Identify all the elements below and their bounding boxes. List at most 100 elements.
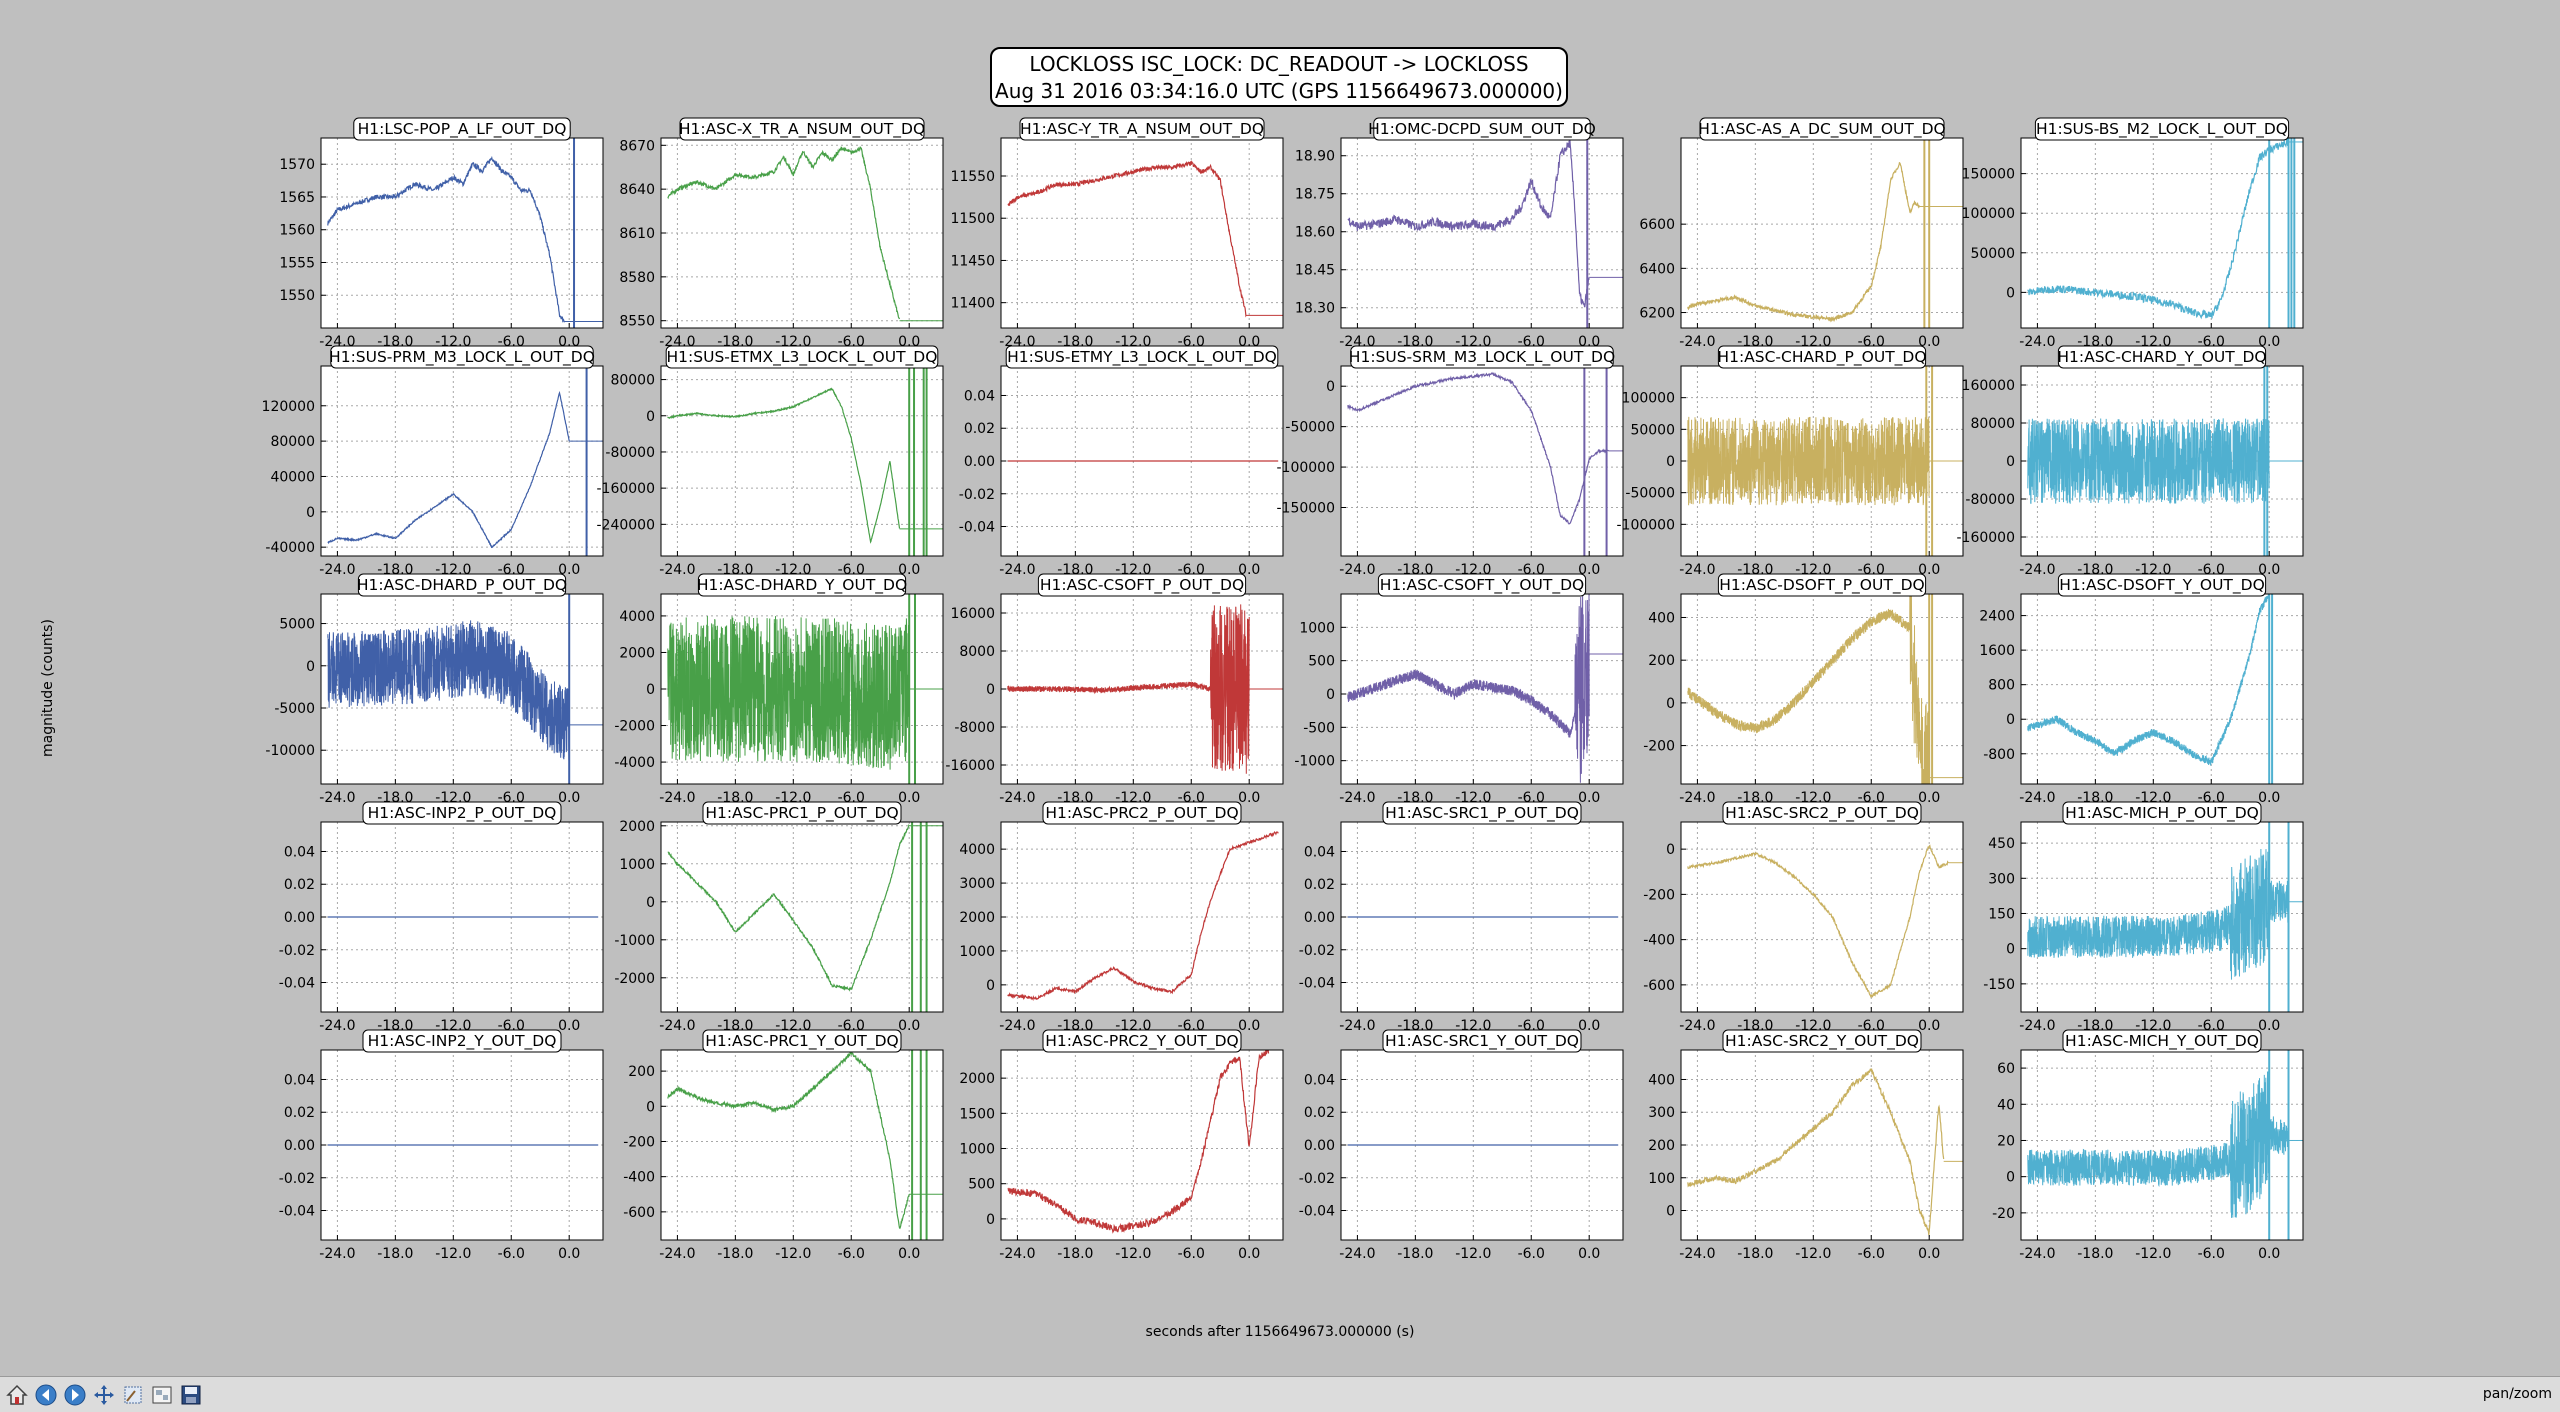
y-tick-label: -200 [1643, 739, 1675, 755]
plot-area[interactable] [1681, 822, 1963, 1012]
subplot[interactable]: -24.0 -18.0 -12.0 -6.0 0.04503001500-150H1:A… [1983, 801, 2304, 1034]
plot-area[interactable] [1001, 1050, 1283, 1240]
plot-area[interactable] [1001, 138, 1283, 328]
subplot-title: H1:SUS-ETMX_L3_LOCK_L_OUT_DQ [667, 348, 938, 367]
subplot[interactable]: -24.0 -18.0 -12.0 -6.0 0.0 200 0 -200 -400 -600 H1… [623, 1029, 944, 1262]
subplot[interactable]: -24.0 -18.0 -12.0 -6.0 0.00.040.020.00-0.02-… [1299, 1029, 1624, 1262]
subplot[interactable]: -24.0 -18.0 -12.0 -6.0 0.040003000200010000H… [959, 801, 1284, 1034]
subplot-title-box [1717, 573, 1927, 597]
plot-area[interactable] [1681, 138, 1963, 328]
y-tick-label: 0.00 [1304, 1138, 1335, 1154]
series-group [1687, 594, 1963, 784]
subplot[interactable]: -24.0 -18.0 -12.0 -6.0 0.00-50000-100000-150… [1277, 345, 1624, 578]
y-tick-label: 0 [1666, 1204, 1675, 1220]
plot-area[interactable] [2021, 138, 2303, 328]
pan-button[interactable] [91, 1382, 117, 1408]
subplot[interactable]: -24.0 -18.0 -12.0 -6.0 0.0157015651560155515… [279, 117, 604, 350]
subplot[interactable]: -24.0 -18.0 -12.0 -6.0 0.00.040.020.00-0.02-… [279, 801, 604, 1034]
y-tick-label: 1570 [279, 157, 315, 173]
x-tick-label: -24.0 [1339, 790, 1375, 806]
configure-subplots-icon [152, 1386, 172, 1404]
y-tick-label: 160000 [1962, 378, 2015, 394]
x-tick-label: 0.0 [1918, 562, 1940, 578]
back-button[interactable] [33, 1382, 59, 1408]
y-tick-label: -0.02 [959, 487, 995, 503]
subplot[interactable]: -24.0 -18.0 -12.0 -6.0 0.00.040.020.00-0.02-… [959, 345, 1284, 578]
y-tick-label: 0 [1326, 379, 1335, 395]
series-group [1687, 1068, 1963, 1235]
forward-button[interactable] [62, 1382, 88, 1408]
subplot[interactable]: -24.0 -18.0 -12.0 -6.0 0.0160000800000-80000… [1957, 345, 2304, 578]
home-button[interactable] [4, 1382, 30, 1408]
plot-area[interactable] [661, 366, 943, 556]
subplot[interactable]: -24.0 -18.0 -12.0 -6.0 0.0800000-80000-16000… [597, 345, 944, 578]
subplot[interactable]: -24.0 -18.0 -12.0 -6.0 0.00-200-400-600H1:AS… [1643, 801, 1964, 1034]
subplot[interactable]: -24.0 -18.0 -12.0 -6.0 0.00.040.020.00-0.02-… [279, 1029, 604, 1262]
subplot[interactable]: -24.0 -18.0 -12.0 -6.0 0.00.040.020.00-0.02-… [1299, 801, 1624, 1034]
subplot[interactable]: -24.0 -18.0 -12.0 -6.0 0.0400020000-2000-400… [614, 573, 944, 806]
series-line [327, 620, 570, 761]
plot-area[interactable] [661, 822, 943, 1012]
subplot-title: H1:ASC-DHARD_P_OUT_DQ [357, 576, 567, 595]
subplot-title-box [1019, 117, 1265, 141]
subplot-title-box [1042, 1029, 1242, 1053]
subplot[interactable]: -24.0 -18.0 -12.0 -6.0 0.0 400 300 200 100 0 H1:AS… [1648, 1029, 1964, 1262]
subplot[interactable]: -24.0 -18.0 -12.0 -6.0 0.018.9018.7518.6018.… [1295, 117, 1624, 350]
subplot[interactable]: -24.0 -18.0 -12.0 -6.0 0.0867086408610858085… [619, 117, 944, 350]
subplot[interactable]: -24.0 -18.0 -12.0 -6.0 0.0 60 40 20 0 -20 H1:ASC-M… [1992, 1029, 2304, 1262]
subplot-title-box [1717, 345, 1927, 369]
plot-area[interactable] [321, 138, 603, 328]
y-tick-label: -160000 [1957, 530, 2016, 546]
configure-subplots-button[interactable] [149, 1382, 175, 1408]
y-tick-label: -50000 [1625, 486, 1675, 502]
plot-area[interactable] [2021, 594, 2303, 784]
subplot[interactable]: -24.0 -18.0 -12.0 -6.0 0.0660064006200H1:ASC… [1639, 117, 1964, 350]
subplot[interactable]: -24.0 -18.0 -12.0 -6.0 0.0115501150011450114… [950, 117, 1284, 350]
subplot[interactable]: -24.0 -18.0 -12.0 -6.0 0.012000080000400000-… [262, 345, 604, 578]
x-tick-label: -6.0 [2198, 1246, 2225, 1262]
subplot[interactable]: -24.0 -18.0 -12.0 -6.0 0.01600080000-8000-16… [945, 573, 1284, 806]
subplot[interactable]: -24.0 -18.0 -12.0 -6.0 0.0200010000-1000-200… [614, 801, 944, 1034]
subplot[interactable]: -24.0 -18.0 -12.0 -6.0 0.010005000-500-1000H… [1294, 573, 1624, 806]
subplot-title: H1:SUS-PRM_M3_LOCK_L_OUT_DQ [329, 348, 595, 367]
x-tick-label: -24.0 [1339, 562, 1375, 578]
zoom-button[interactable] [120, 1382, 146, 1408]
subplot[interactable]: -24.0 -18.0 -12.0 -6.0 0.0100000500000-50000… [1617, 345, 1964, 578]
y-tick-label: 300 [1648, 1105, 1675, 1121]
series-line [1007, 160, 1247, 318]
x-tick-label: -12.0 [1115, 1246, 1151, 1262]
x-tick-label: -24.0 [999, 562, 1035, 578]
y-tick-label: 150000 [1962, 167, 2015, 183]
plot-area[interactable] [1341, 366, 1623, 556]
y-tick-label: -0.04 [1299, 976, 1335, 992]
y-tick-label: 0.02 [964, 421, 995, 437]
y-tick-label: -0.04 [279, 1204, 315, 1220]
subplot[interactable]: -24.0 -18.0 -12.0 -6.0 0.0240016008000-800H1… [1979, 573, 2304, 806]
series-group [327, 138, 603, 328]
save-button[interactable] [178, 1382, 204, 1408]
y-tick-label: 1565 [279, 190, 315, 206]
x-tick-label: -6.0 [1178, 1246, 1205, 1262]
subplot-grid[interactable]: -24.0 -18.0 -12.0 -6.0 0.0 1570 1565 1560 1555 15… [0, 0, 2560, 1376]
subplot[interactable]: -24.0 -18.0 -12.0 -6.0 0.04002000-200H1:ASC-… [1643, 573, 1964, 831]
subplot-title-box [2062, 1029, 2262, 1053]
series-group [327, 366, 603, 556]
y-tick-label: 0 [986, 682, 995, 698]
y-tick-label: 450 [1988, 836, 2015, 852]
y-tick-label: 18.30 [1295, 301, 1335, 317]
y-tick-label: 2000 [619, 645, 655, 661]
subplot[interactable]: -24.0 -18.0 -12.0 -6.0 0.0 2000 1500 1000 500 0 H1… [959, 1029, 1284, 1262]
series-group [1687, 366, 1963, 556]
x-tick-label: 0.0 [558, 790, 580, 806]
figure-title-line1: LOCKLOSS ISC_LOCK: DC_READOUT -> LOCKLOS… [1029, 52, 1529, 76]
subplot-title-box [1382, 801, 1582, 825]
y-tick-label: 0 [646, 895, 655, 911]
y-tick-label: 8610 [619, 226, 655, 242]
x-tick-label: -24.0 [659, 1246, 695, 1262]
series-line [327, 390, 570, 549]
figure-canvas: LOCKLOSS ISC_LOCK: DC_READOUT -> LOCKLOS… [0, 0, 2560, 1376]
plot-area[interactable] [321, 366, 603, 556]
series-line [667, 146, 901, 320]
subplot[interactable]: -24.0 -18.0 -12.0 -6.0 0.050000-5000-10000H1… [265, 573, 604, 806]
subplot[interactable]: -24.0 -18.0 -12.0 -6.0 0.0150000100000500000… [1962, 117, 2304, 350]
